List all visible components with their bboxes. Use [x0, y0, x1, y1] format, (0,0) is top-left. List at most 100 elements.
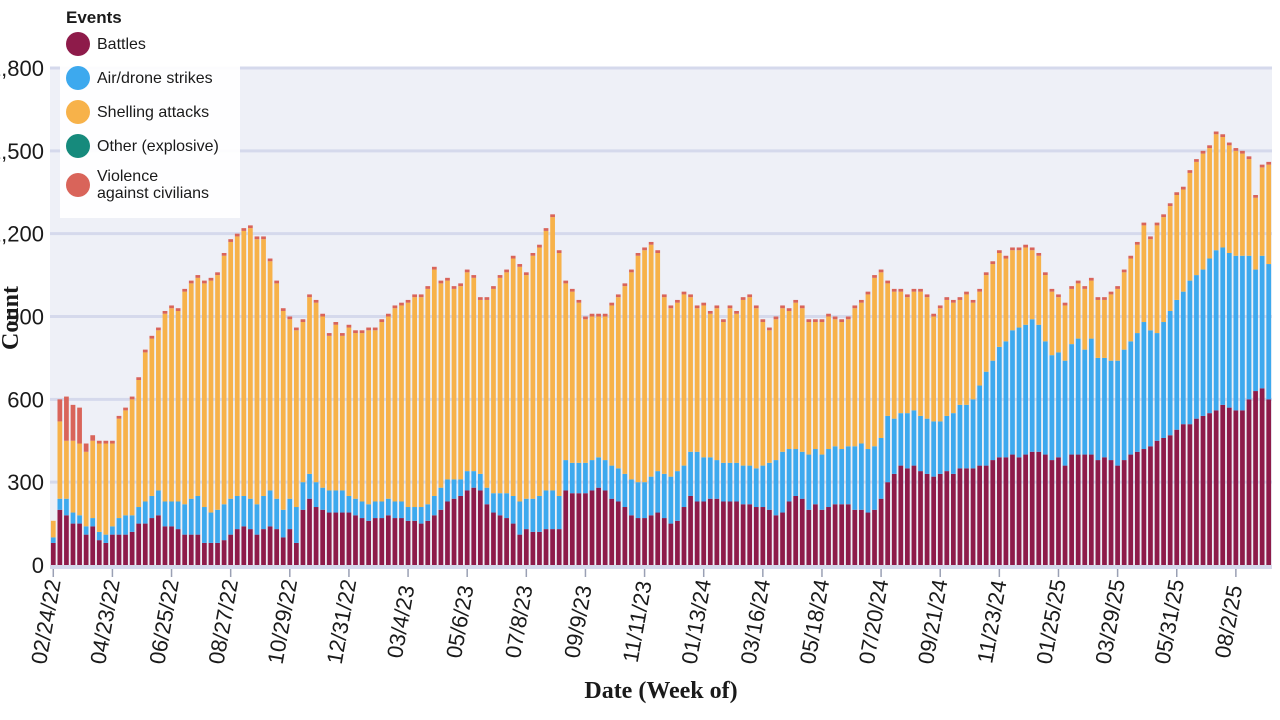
bar-segment-battles [320, 509, 326, 565]
bar-segment-battles [918, 471, 923, 565]
bar-segment-battles [1102, 457, 1107, 565]
bar-segment-air-drone-strikes [602, 460, 608, 491]
bar-segment-shelling-attacks [149, 338, 155, 496]
bar-segment-battles [1042, 454, 1048, 565]
x-tick-label: 03/16/24 [736, 577, 775, 666]
legend-swatch-other-explosive [66, 134, 90, 158]
bar-segment-violence-against-civilians [780, 305, 785, 309]
bar-segment-air-drone-strikes [215, 509, 220, 543]
bar-segment-battles [50, 542, 56, 565]
bar-segment-shelling-attacks [1240, 153, 1245, 256]
legend-item-air-drone-strikes[interactable]: Air/drone strikes [66, 66, 234, 90]
bar-segment-shelling-attacks [1174, 195, 1180, 300]
bar-segment-air-drone-strikes [970, 399, 976, 469]
bar-segment-shelling-attacks [596, 316, 601, 458]
bar-segment-battles [931, 476, 937, 565]
bar-segment-shelling-attacks [182, 291, 188, 505]
bar-segment-shelling-attacks [103, 443, 109, 535]
bar-segment-shelling-attacks [911, 291, 917, 411]
bar-segment-shelling-attacks [412, 297, 417, 508]
bar-segment-violence-against-civilians [977, 288, 982, 292]
bar-segment-violence-against-civilians [136, 377, 142, 380]
bar-segment-battles [924, 473, 930, 565]
bar-segment-air-drone-strikes [1062, 360, 1068, 466]
bar-segment-violence-against-civilians [471, 275, 477, 278]
bar-segment-battles [642, 518, 647, 565]
bar-segment-battles [622, 507, 628, 565]
bar-segment-shelling-attacks [898, 291, 904, 414]
bar-segment-shelling-attacks [832, 319, 838, 447]
legend-item-battles[interactable]: Battles [66, 32, 234, 56]
bar-segment-battles [1220, 404, 1226, 565]
bar-segment-air-drone-strikes [1075, 338, 1081, 455]
bar-segment-battles [412, 520, 417, 565]
bar-segment-shelling-attacks [990, 264, 996, 361]
bar-segment-battles [188, 534, 194, 565]
bar-segment-violence-against-civilians [951, 299, 956, 303]
bar-segment-air-drone-strikes [740, 465, 746, 505]
bar-segment-violence-against-civilians [786, 308, 792, 311]
bar-segment-shelling-attacks [353, 333, 358, 499]
bar-segment-violence-against-civilians [90, 435, 96, 441]
bar-segment-battles [1121, 460, 1127, 565]
bar-segment-battles [1161, 437, 1166, 565]
bar-segment-air-drone-strikes [366, 504, 371, 521]
bar-segment-shelling-attacks [340, 335, 345, 491]
bar-segment-shelling-attacks [583, 319, 588, 463]
bar-segment-battles [694, 501, 700, 565]
bar-segment-battles [1259, 388, 1265, 565]
bar-segment-air-drone-strikes [195, 495, 201, 535]
x-tick-label: 11/23/24 [972, 578, 1011, 665]
bar-segment-violence-against-civilians [241, 228, 247, 231]
bar-segment-shelling-attacks [1233, 150, 1239, 256]
bar-segment-air-drone-strikes [517, 501, 523, 535]
bar-segment-violence-against-civilians [793, 299, 799, 303]
bar-segment-shelling-attacks [668, 308, 674, 477]
bar-segment-violence-against-civilians [300, 319, 306, 323]
bar-segment-shelling-attacks [707, 313, 713, 458]
bar-segment-air-drone-strikes [70, 512, 76, 524]
bar-segment-violence-against-civilians [675, 299, 680, 303]
bar-segment-violence-against-civilians [1233, 148, 1239, 151]
bar-segment-battles [767, 509, 772, 565]
bar-segment-battles [905, 468, 910, 565]
bar-segment-air-drone-strikes [1069, 344, 1074, 455]
legend-label: Other (explosive) [97, 137, 219, 155]
bar-segment-shelling-attacks [556, 252, 562, 496]
bar-segment-shelling-attacks [445, 280, 450, 480]
bar-segment-shelling-attacks [983, 275, 989, 372]
bar-segment-air-drone-strikes [359, 501, 365, 519]
bar-segment-battles [458, 495, 463, 565]
bar-segment-air-drone-strikes [1226, 252, 1232, 408]
bar-segment-shelling-attacks [320, 316, 326, 488]
bar-segment-violence-against-civilians [287, 316, 293, 320]
bar-segment-shelling-attacks [1036, 255, 1042, 325]
bar-segment-air-drone-strikes [1259, 255, 1265, 389]
bar-segment-shelling-attacks [261, 239, 266, 496]
bar-segment-violence-against-civilians [1134, 241, 1140, 245]
bar-segment-violence-against-civilians [859, 299, 864, 303]
bar-segment-battles [701, 501, 707, 565]
legend-item-violence-against-civilians[interactable]: Violence against civilians [66, 168, 234, 202]
bar-segment-shelling-attacks [96, 443, 102, 532]
legend-item-other-explosive[interactable]: Other (explosive) [66, 134, 234, 158]
bar-segment-air-drone-strikes [346, 495, 352, 513]
bar-segment-air-drone-strikes [793, 449, 799, 496]
bar-segment-air-drone-strikes [340, 490, 345, 513]
bar-segment-shelling-attacks [385, 316, 391, 499]
x-tick-label: 07/8/23 [500, 583, 537, 660]
bar-segment-violence-against-civilians [1115, 286, 1120, 289]
bar-segment-air-drone-strikes [228, 498, 234, 535]
bar-segment-air-drone-strikes [405, 507, 411, 521]
bar-segment-air-drone-strikes [477, 473, 483, 491]
bar-segment-shelling-attacks [681, 294, 687, 466]
bar-segment-shelling-attacks [1029, 250, 1035, 320]
bar-segment-battles [1003, 457, 1009, 565]
bar-segment-air-drone-strikes [1187, 280, 1193, 425]
bar-segment-air-drone-strikes [859, 443, 864, 510]
legend-item-shelling-attacks[interactable]: Shelling attacks [66, 100, 234, 124]
bar-segment-battles [1174, 429, 1180, 565]
bar-segment-violence-against-civilians [694, 305, 700, 309]
bar-segment-air-drone-strikes [951, 413, 956, 474]
bar-segment-shelling-attacks [635, 255, 641, 483]
